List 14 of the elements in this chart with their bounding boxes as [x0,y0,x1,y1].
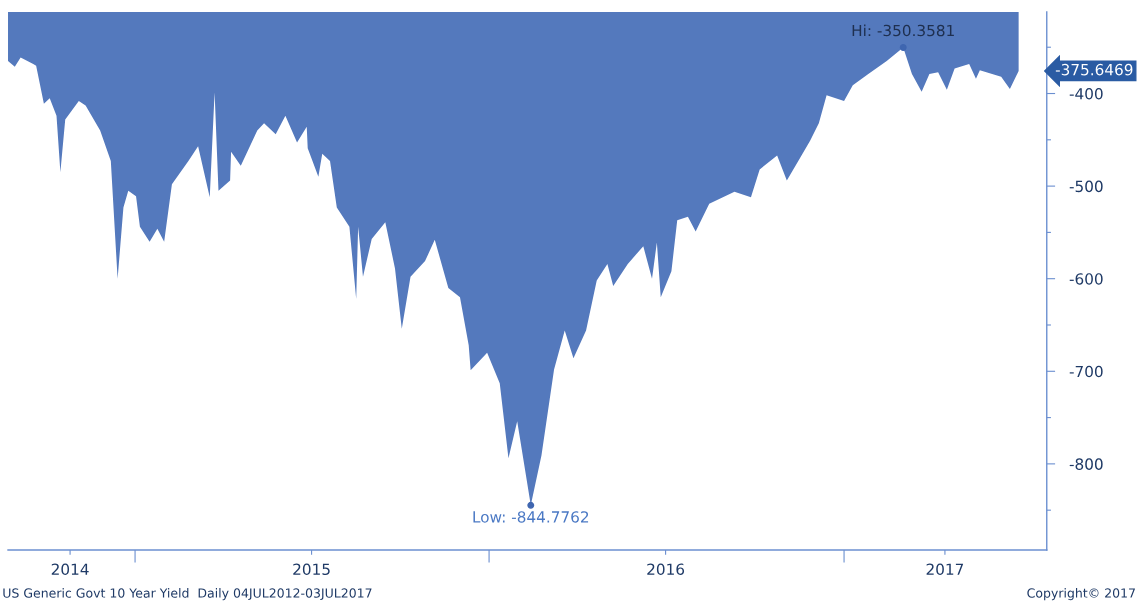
x-tick-label: 2016 [647,563,685,576]
y-tick-label: -800 [1069,458,1103,470]
annotation: -375.6469 [1055,63,1133,76]
text: Copyright© 2017 [1027,588,1135,601]
text: US Generic Govt 10 Year Yield Daily 04JUL2012-03JUL2017 [3,588,372,601]
annotation: Low: -844.7762 [473,511,589,523]
annotation: Hi: -350.3581 [852,24,954,37]
y-tick-label: -700 [1069,365,1103,378]
x-tick-label: 2014 [51,563,89,576]
x-tick-label: 2015 [293,563,330,576]
y-tick-label: -600 [1069,273,1103,285]
y-tick-label: -400 [1069,87,1103,100]
y-tick-label: -500 [1069,180,1103,193]
x-tick-label: 2017 [926,563,964,576]
